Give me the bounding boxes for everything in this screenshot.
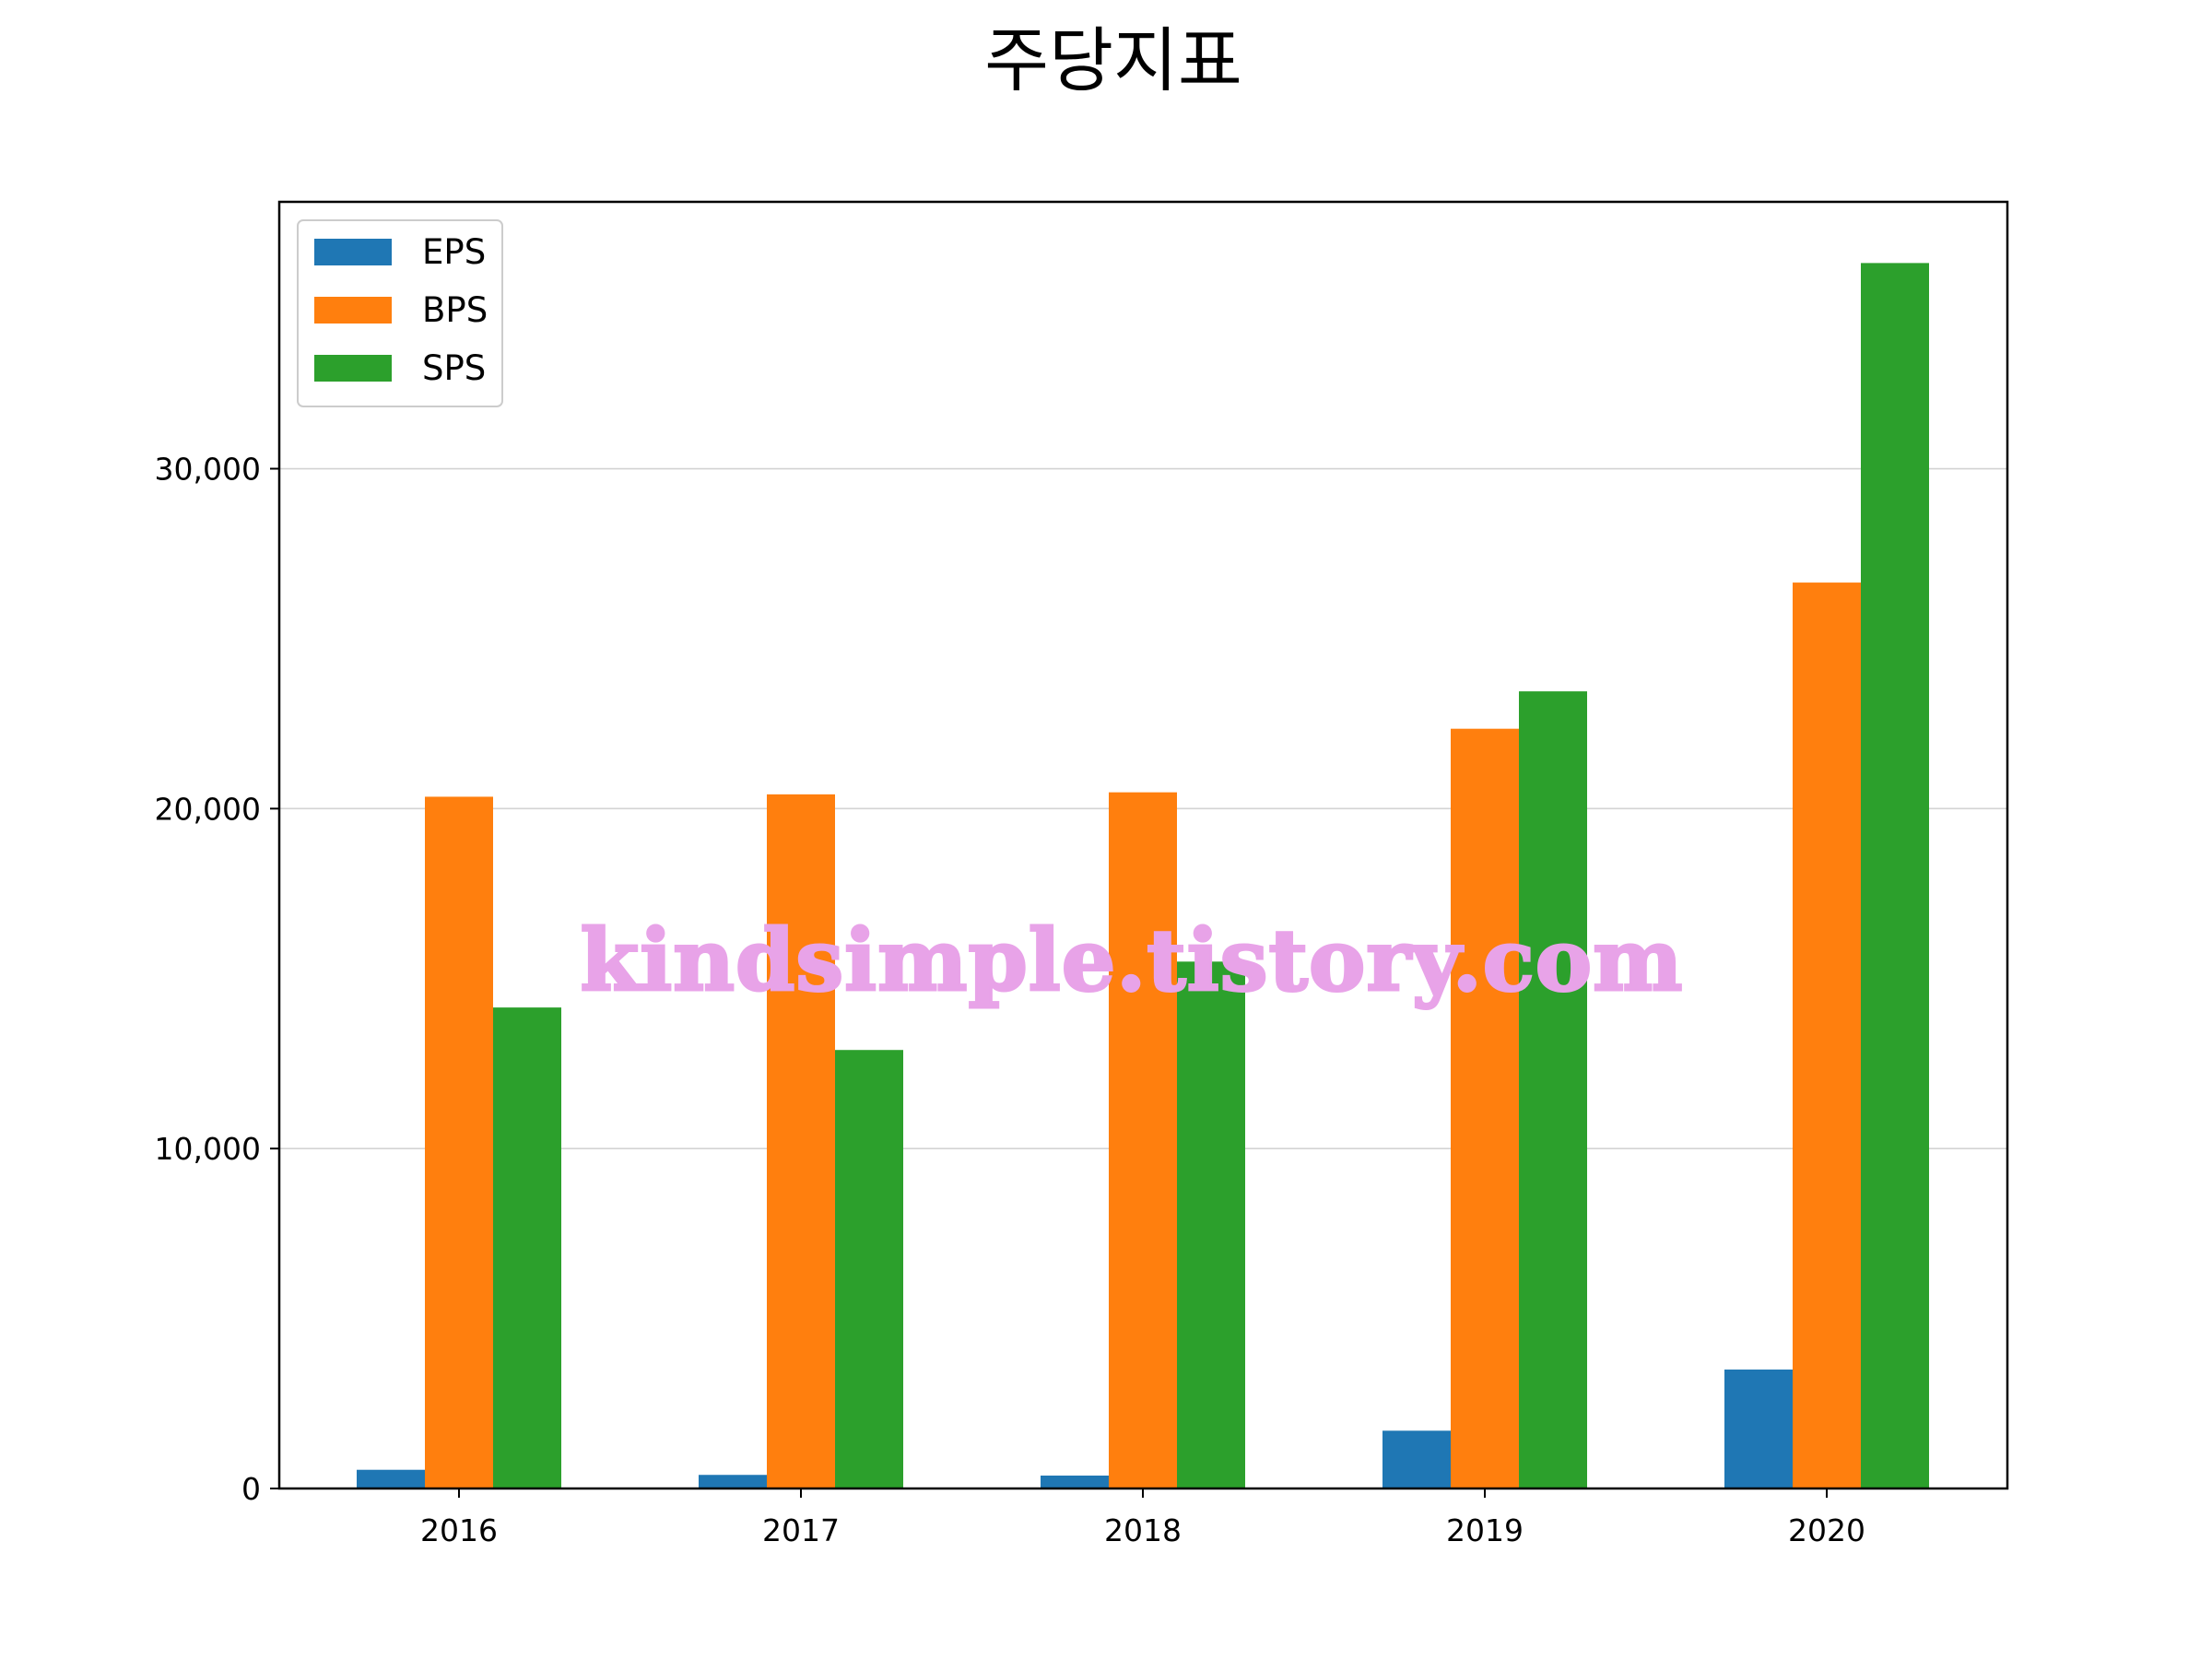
x-axis: 2016 2017 2018 2019 2020 xyxy=(420,1488,1865,1548)
bar-sps-2019 xyxy=(1519,691,1587,1488)
legend-label-bps: BPS xyxy=(422,290,488,330)
series-sps xyxy=(493,263,1929,1488)
legend-label-sps: SPS xyxy=(422,348,486,388)
watermark-text: kindsimple.tistory.com xyxy=(580,911,1683,1010)
bar-sps-2016 xyxy=(493,1007,561,1488)
bar-sps-2017 xyxy=(835,1050,903,1488)
legend-swatch-bps xyxy=(314,297,392,324)
x-tick-label-2019: 2019 xyxy=(1446,1512,1524,1548)
bar-bps-2016 xyxy=(425,796,493,1488)
y-tick-label-1: 10,000 xyxy=(155,1131,261,1167)
bar-eps-2017 xyxy=(699,1475,767,1488)
x-tick-label-2020: 2020 xyxy=(1788,1512,1865,1548)
y-axis: 0 10,000 20,000 30,000 xyxy=(155,452,279,1507)
legend: EPS BPS SPS xyxy=(297,219,503,407)
chart-title: 주당지표 xyxy=(984,19,1242,101)
bar-bps-2018 xyxy=(1109,792,1177,1488)
series-bps xyxy=(425,582,1861,1488)
bar-eps-2019 xyxy=(1382,1430,1451,1488)
x-tick-label-2018: 2018 xyxy=(1104,1512,1182,1548)
y-tick-label-0: 0 xyxy=(241,1471,261,1507)
legend-swatch-eps xyxy=(314,239,392,265)
bar-bps-2019 xyxy=(1451,728,1519,1488)
bar-sps-2020 xyxy=(1861,263,1929,1488)
bar-eps-2018 xyxy=(1041,1475,1109,1488)
legend-swatch-sps xyxy=(314,355,392,382)
x-tick-label-2017: 2017 xyxy=(762,1512,840,1548)
bar-eps-2020 xyxy=(1724,1369,1793,1488)
y-tick-label-2: 20,000 xyxy=(155,791,261,827)
y-tick-label-3: 30,000 xyxy=(155,452,261,488)
bars-layer xyxy=(357,263,1929,1488)
plot-area: 0 10,000 20,000 30,000 2016 2017 2018 2019 2020… xyxy=(155,200,2009,1548)
bar-bps-2017 xyxy=(767,794,835,1488)
bar-bps-2020 xyxy=(1793,582,1861,1488)
bar-eps-2016 xyxy=(357,1469,425,1488)
x-tick-label-2016: 2016 xyxy=(420,1512,498,1548)
legend-label-eps: EPS xyxy=(422,232,486,272)
series-eps xyxy=(357,1369,1793,1488)
bar-sps-2018 xyxy=(1177,961,1245,1488)
